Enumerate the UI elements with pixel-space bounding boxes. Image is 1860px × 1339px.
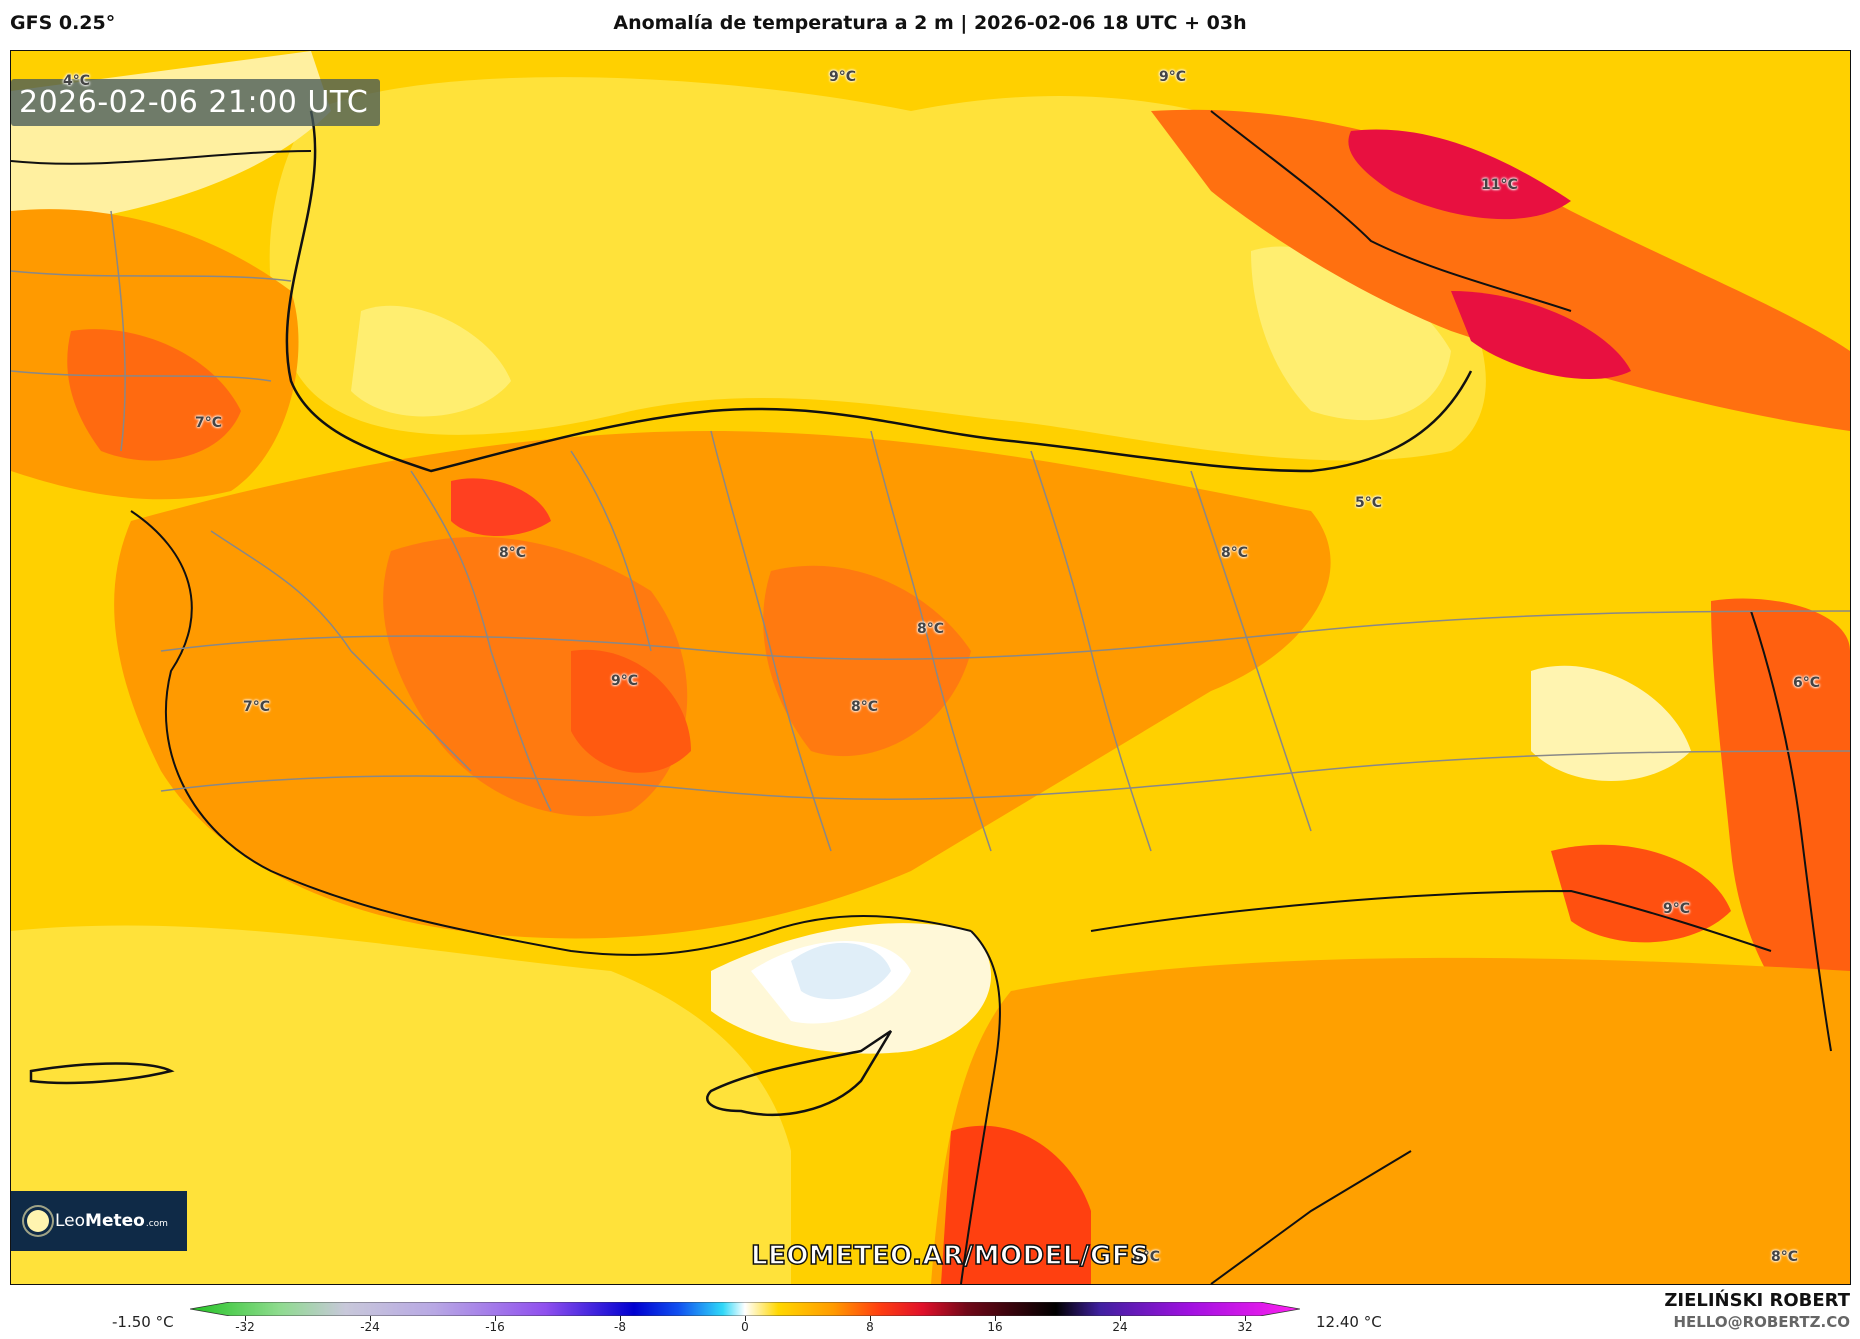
colorbar-tick-label: 32: [1237, 1320, 1253, 1334]
colorbar: [190, 1302, 1300, 1316]
temp-label: 9°C: [829, 69, 857, 85]
temperature-anomaly-map[interactable]: 2026-02-06 21:00 UTC 4°C 9°C 9°C 11°C 7°…: [10, 50, 1851, 1285]
logo-text-prefix: Leo: [55, 1211, 86, 1231]
colorbar-tick: [1245, 1316, 1246, 1321]
author-email[interactable]: HELLO@ROBERTZ.CO: [1673, 1313, 1850, 1331]
valid-time-badge: 2026-02-06 21:00 UTC: [11, 79, 381, 126]
colorbar-tick-label: 16: [987, 1320, 1003, 1334]
temp-label: 5°C: [1355, 495, 1383, 511]
colorbar-tick-label: 8: [866, 1320, 874, 1334]
temp-label: 9°C: [1159, 69, 1187, 85]
author-name: ZIELIŃSKI ROBERT: [1664, 1290, 1850, 1311]
temp-label: 9°C: [611, 673, 639, 689]
temp-label: 8°C: [1133, 1249, 1161, 1265]
logo-text-suffix: .com: [145, 1219, 168, 1229]
temp-label: 6°C: [1793, 675, 1821, 691]
colorbar-tick-label: -32: [235, 1320, 255, 1334]
colorbar-tick-label: -24: [360, 1320, 380, 1334]
colorbar-tick-label: -8: [614, 1320, 626, 1334]
colorbar-tick: [370, 1316, 371, 1321]
colorbar-tick: [870, 1316, 871, 1321]
temp-label: 9°C: [1663, 901, 1691, 917]
temp-label: 11°C: [1481, 177, 1518, 193]
sun-icon: [27, 1210, 49, 1232]
logo-text-bold: Meteo: [85, 1211, 145, 1231]
colorbar-tick: [1120, 1316, 1121, 1321]
map-canvas: [11, 51, 1850, 1284]
chart-title: Anomalía de temperatura a 2 m | 2026-02-…: [613, 12, 1247, 34]
temp-label: 7°C: [195, 415, 223, 431]
colorbar-tick: [995, 1316, 996, 1321]
temp-label: 8°C: [1221, 545, 1249, 561]
leometeo-logo[interactable]: Leo Meteo .com: [11, 1191, 187, 1251]
colorbar-min-label: -1.50 °C: [112, 1313, 174, 1331]
colorbar-tick: [245, 1316, 246, 1321]
colorbar-max-label: 12.40 °C: [1316, 1313, 1382, 1331]
temp-label: 4°C: [63, 73, 91, 89]
temp-label: 8°C: [851, 699, 879, 715]
colorbar-tick-label: -16: [485, 1320, 505, 1334]
colorbar-tick: [495, 1316, 496, 1321]
colorbar-tick: [620, 1316, 621, 1321]
colorbar-tick-label: 0: [741, 1320, 749, 1334]
watermark-url: LEOMETEO.AR/MODEL/GFS: [750, 1240, 1150, 1272]
author-credit: ZIELIŃSKI ROBERT HELLO@ROBERTZ.CO: [1664, 1290, 1850, 1331]
colorbar-tick-label: 24: [1112, 1320, 1128, 1334]
temp-label: 8°C: [1771, 1249, 1799, 1265]
temp-label: 8°C: [917, 621, 945, 637]
colorbar-tick: [745, 1316, 746, 1321]
temp-label: 8°C: [499, 545, 527, 561]
model-label: GFS 0.25°: [10, 12, 116, 34]
temp-label: 7°C: [243, 699, 271, 715]
